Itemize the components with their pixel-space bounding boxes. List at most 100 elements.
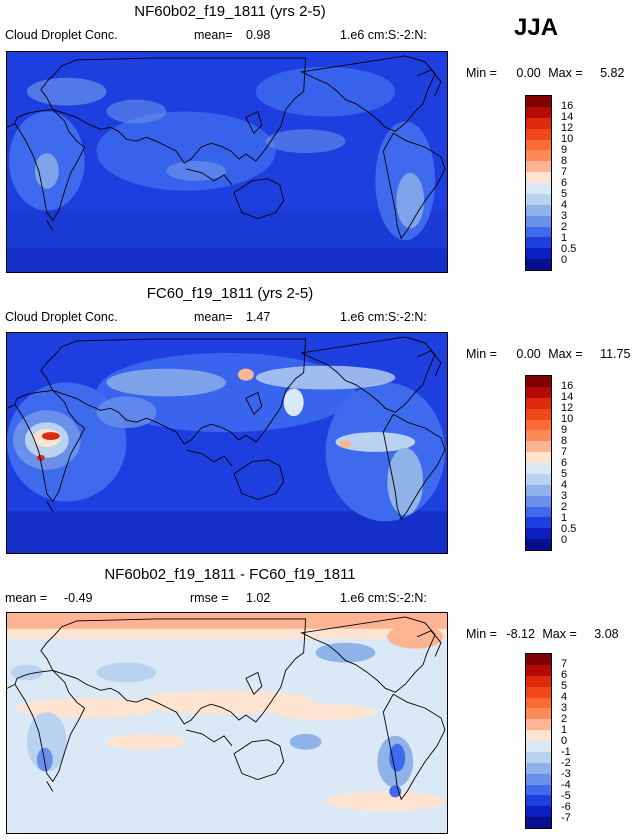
panel2-map bbox=[6, 332, 448, 554]
colorbar-tick-label: 3 bbox=[561, 701, 568, 714]
panel1-min-label: Min = bbox=[466, 66, 497, 80]
colorbar-swatch bbox=[526, 452, 551, 463]
colorbar-tick-label: 14 bbox=[561, 390, 574, 403]
colorbar-tick-label: 10 bbox=[561, 132, 574, 145]
colorbar-swatch bbox=[526, 139, 551, 151]
colorbar-swatch bbox=[526, 376, 551, 387]
panel3-map bbox=[6, 612, 448, 834]
panel3-max-value: 3.08 bbox=[594, 627, 619, 641]
colorbar-tick-label: 5 bbox=[561, 467, 568, 480]
colorbar-swatch bbox=[526, 806, 551, 818]
panel3-colorbar bbox=[525, 653, 552, 829]
colorbar-tick-label: -5 bbox=[561, 789, 571, 802]
colorbar-tick-label: -7 bbox=[561, 811, 571, 824]
colorbar-tick-label: 6 bbox=[561, 456, 568, 469]
colorbar-tick-label: 8 bbox=[561, 434, 568, 447]
colorbar-swatch bbox=[526, 226, 551, 238]
colorbar-tick-label: 10 bbox=[561, 412, 574, 425]
colorbar-swatch bbox=[526, 128, 551, 140]
colorbar-tick-label: 1 bbox=[561, 723, 568, 736]
colorbar-swatch bbox=[526, 719, 551, 731]
colorbar-swatch bbox=[526, 773, 551, 785]
colorbar-tick-label: 8 bbox=[561, 154, 568, 167]
colorbar-tick-label: 14 bbox=[561, 110, 574, 123]
colorbar-tick-label: 0 bbox=[561, 533, 568, 546]
panel3-max-label: Max = bbox=[542, 627, 577, 641]
colorbar-swatch bbox=[526, 654, 551, 665]
colorbar-swatch bbox=[526, 762, 551, 774]
colorbar-swatch bbox=[526, 795, 551, 807]
colorbar-tick-label: 0.5 bbox=[561, 242, 577, 255]
colorbar-tick-label: 4 bbox=[561, 690, 568, 703]
colorbar-swatch bbox=[526, 686, 551, 698]
panel2-minmax: Min = 0.00 Max = 11.75 bbox=[466, 347, 630, 361]
panel2-min-value: 0.00 bbox=[516, 347, 541, 361]
colorbar-swatch bbox=[526, 204, 551, 216]
colorbar-swatch bbox=[526, 430, 551, 442]
colorbar-swatch bbox=[526, 495, 551, 507]
panel2-colorbar bbox=[525, 375, 552, 551]
panel2-max-label: Max = bbox=[548, 347, 583, 361]
colorbar-tick-label: 16 bbox=[561, 379, 574, 392]
colorbar-swatch bbox=[526, 675, 551, 687]
colorbar-tick-label: 16 bbox=[561, 99, 574, 112]
colorbar-tick-label: 2 bbox=[561, 220, 568, 233]
panel3-units: 1.e6 cm:S:-2:N: bbox=[340, 591, 427, 605]
panel1-variable-label: Cloud Droplet Conc. bbox=[5, 28, 118, 42]
colorbar-tick-label: 2 bbox=[561, 712, 568, 725]
colorbar-tick-label: -6 bbox=[561, 800, 571, 813]
panel3-rmse-label: rmse = bbox=[190, 591, 229, 605]
colorbar-tick-label: 12 bbox=[561, 121, 574, 134]
colorbar-swatch bbox=[526, 248, 551, 260]
colorbar-tick-label: -3 bbox=[561, 767, 571, 780]
colorbar-swatch bbox=[526, 708, 551, 720]
colorbar-tick-label: 6 bbox=[561, 176, 568, 189]
colorbar-swatch bbox=[526, 441, 551, 453]
colorbar-swatch bbox=[526, 528, 551, 540]
panel2-mean-label: mean= bbox=[194, 310, 233, 324]
colorbar-swatch bbox=[526, 463, 551, 474]
panel3-mean-label: mean = bbox=[5, 591, 48, 605]
colorbar-swatch bbox=[526, 741, 551, 752]
colorbar-tick-label: 3 bbox=[561, 489, 568, 502]
panel1-map bbox=[6, 51, 448, 273]
colorbar-swatch bbox=[526, 183, 551, 194]
colorbar-tick-label: -4 bbox=[561, 778, 571, 791]
colorbar-tick-label: 0.5 bbox=[561, 522, 577, 535]
panel2-max-value: 11.75 bbox=[600, 347, 631, 361]
panel1-mean-label: mean= bbox=[194, 28, 233, 42]
colorbar-swatch bbox=[526, 419, 551, 431]
colorbar-tick-label: 3 bbox=[561, 209, 568, 222]
colorbar-tick-label: 7 bbox=[561, 657, 568, 670]
panel1-max-value: 5.82 bbox=[600, 66, 625, 80]
colorbar-tick-label: 4 bbox=[561, 198, 568, 211]
colorbar-swatch bbox=[526, 517, 551, 529]
colorbar-swatch bbox=[526, 172, 551, 183]
colorbar-swatch bbox=[526, 150, 551, 162]
colorbar-swatch bbox=[526, 697, 551, 709]
colorbar-swatch bbox=[526, 473, 551, 485]
panel3-rmse-value: 1.02 bbox=[246, 591, 271, 605]
colorbar-swatch bbox=[526, 484, 551, 496]
colorbar-tick-label: 5 bbox=[561, 679, 568, 692]
panel3-title: NF60b02_f19_1811 - FC60_f19_1811 bbox=[104, 566, 356, 583]
colorbar-tick-label: 9 bbox=[561, 423, 568, 436]
panel3-mean-value: -0.49 bbox=[64, 591, 93, 605]
colorbar-tick-label: 4 bbox=[561, 478, 568, 491]
colorbar-swatch bbox=[526, 408, 551, 420]
colorbar-tick-label: 0 bbox=[561, 253, 568, 266]
panel1-units: 1.e6 cm:S:-2:N: bbox=[340, 28, 427, 42]
panel1-min-value: 0.00 bbox=[516, 66, 541, 80]
colorbar-tick-label: 1 bbox=[561, 231, 568, 244]
colorbar-tick-label: 0 bbox=[561, 734, 568, 747]
panel1-max-label: Max = bbox=[548, 66, 583, 80]
colorbar-swatch bbox=[526, 106, 551, 118]
panel1-minmax: Min = 0.00 Max = 5.82 bbox=[466, 66, 624, 80]
panel1-colorbar bbox=[525, 95, 552, 271]
season-label: JJA bbox=[514, 14, 559, 41]
colorbar-tick-label: 9 bbox=[561, 143, 568, 156]
colorbar-tick-label: -2 bbox=[561, 756, 571, 769]
colorbar-swatch bbox=[526, 259, 551, 270]
panel3-min-label: Min = bbox=[466, 627, 497, 641]
colorbar-swatch bbox=[526, 161, 551, 173]
